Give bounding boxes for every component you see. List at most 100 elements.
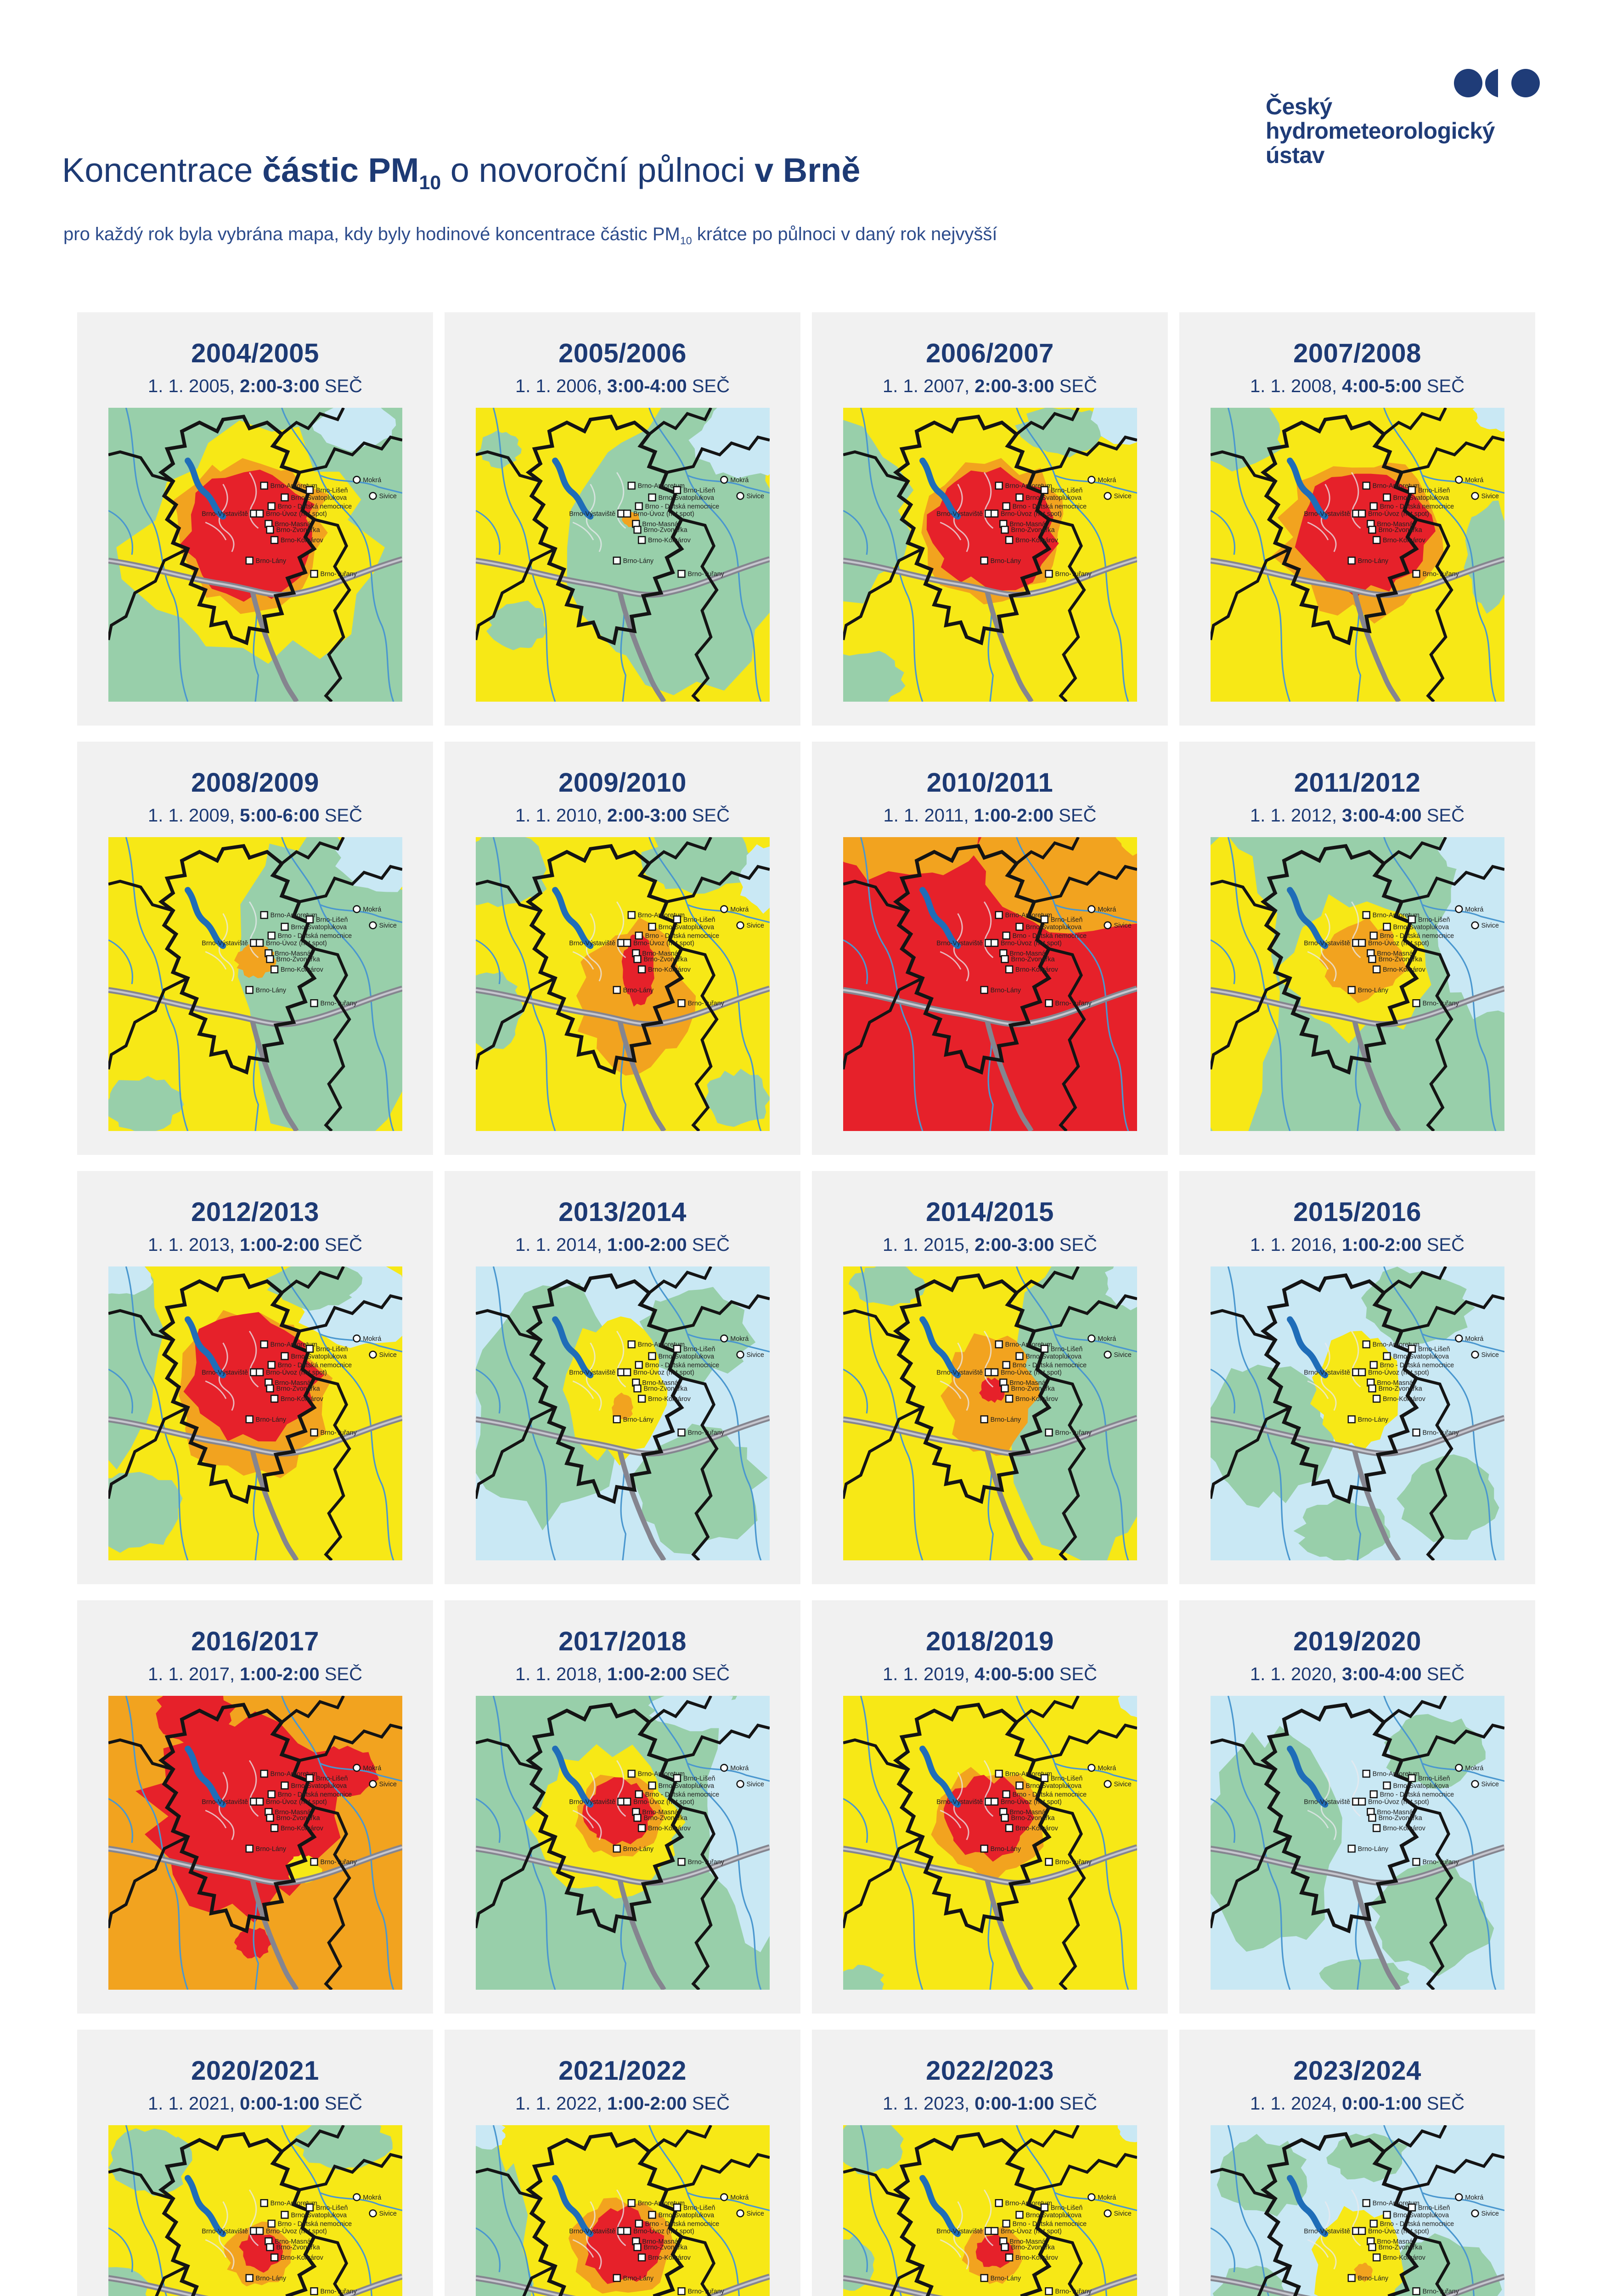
svg-text:Sivice: Sivice: [379, 922, 396, 929]
svg-text:Brno-Masná: Brno-Masná: [275, 950, 310, 957]
svg-text:Brno-Svatoplukova: Brno-Svatoplukova: [1393, 1782, 1449, 1790]
svg-text:Brno-Arboretum: Brno-Arboretum: [1372, 912, 1419, 919]
svg-text:Brno-Svatoplukova: Brno-Svatoplukova: [291, 923, 347, 931]
svg-text:Brno-Komárov: Brno-Komárov: [1015, 1396, 1059, 1403]
svg-text:Sivice: Sivice: [746, 1781, 764, 1788]
year-card: 2007/2008 1. 1. 2008, 4:00-5:00 SEČ Brno-A…: [1179, 312, 1535, 726]
map-frame: Brno-Arboretum Brno-Lišeň Brno-Svatoplukov…: [108, 1696, 402, 1990]
map-frame: Brno-Arboretum Brno-Lišeň Brno-Svatoplukov…: [475, 1266, 770, 1560]
station-markers: Brno-ArboretumBrno-LišeňBrno-Svatoplukov…: [202, 476, 396, 578]
year-card-subtitle: 1. 1. 2018, 1:00-2:00 SEČ: [515, 1664, 730, 1684]
svg-text:Brno-Úvoz (hot spot): Brno-Úvoz (hot spot): [1001, 510, 1062, 518]
station-markers: Brno-ArboretumBrno-LišeňBrno-Svatoplukov…: [1304, 476, 1498, 578]
pm10-map: Brno-ArboretumBrno-LišeňBrno-Svatoplukov…: [843, 2125, 1137, 2296]
year-card: 2020/2021 1. 1. 2021, 0:00-1:00 SEČ Brno-A…: [77, 2030, 433, 2296]
svg-text:Sivice: Sivice: [1114, 2210, 1131, 2217]
map-frame: Brno-Arboretum Brno-Lišeň Brno-Svatoplukov…: [1210, 2125, 1504, 2296]
year-card-subtitle: 1. 1. 2022, 1:00-2:00 SEČ: [515, 2093, 730, 2114]
svg-text:Brno-Lány: Brno-Lány: [255, 1416, 286, 1424]
year-card: 2021/2022 1. 1. 2022, 1:00-2:00 SEČ Brno-A…: [445, 2030, 800, 2296]
svg-text:Brno-Masná: Brno-Masná: [1009, 2238, 1045, 2245]
svg-text:Brno-Výstaviště: Brno-Výstaviště: [569, 2228, 615, 2235]
svg-text:Brno-Výstaviště: Brno-Výstaviště: [1304, 940, 1350, 947]
svg-text:Brno-Svatoplukova: Brno-Svatoplukova: [658, 1782, 714, 1790]
svg-text:Mokrá: Mokrá: [363, 2194, 381, 2201]
pm10-map: Brno-ArboretumBrno-LišeňBrno-Svatoplukov…: [843, 837, 1137, 1131]
year-card: 2005/2006 1. 1. 2006, 3:00-4:00 SEČ Brno-A…: [445, 312, 800, 726]
svg-text:Brno-Výstaviště: Brno-Výstaviště: [1304, 1369, 1350, 1377]
svg-text:Brno-Komárov: Brno-Komárov: [648, 537, 691, 544]
pm10-map: Brno-ArboretumBrno-LišeňBrno-Svatoplukov…: [108, 2125, 402, 2296]
svg-text:Brno-Výstaviště: Brno-Výstaviště: [936, 1799, 983, 1806]
svg-text:Brno-Zvonařka: Brno-Zvonařka: [1378, 2244, 1422, 2251]
logo-line-3: ústav: [1266, 142, 1325, 168]
year-card: 2012/2013 1. 1. 2013, 1:00-2:00 SEČ Brno-A…: [77, 1171, 433, 1584]
year-card-title: 2009/2010: [558, 768, 687, 798]
svg-text:Brno-Zvonařka: Brno-Zvonařka: [1378, 1385, 1422, 1393]
svg-text:Sivice: Sivice: [1114, 922, 1131, 929]
year-card-subtitle: 1. 1. 2011, 1:00-2:00 SEČ: [883, 805, 1097, 826]
year-card-subtitle: 1. 1. 2009, 5:00-6:00 SEČ: [148, 805, 362, 826]
svg-text:Sivice: Sivice: [746, 2210, 764, 2217]
svg-text:Brno-Tuřany: Brno-Tuřany: [1422, 1429, 1459, 1437]
svg-text:Brno-Komárov: Brno-Komárov: [1015, 1825, 1059, 1832]
station-markers: Brno-ArboretumBrno-LišeňBrno-Svatoplukov…: [1304, 1764, 1498, 1866]
svg-text:Brno-Lány: Brno-Lány: [1358, 987, 1388, 994]
map-frame: Brno-Arboretum Brno-Lišeň Brno-Svatoplukov…: [1210, 1266, 1504, 1560]
map-frame: Brno-Arboretum Brno-Lišeň Brno-Svatoplukov…: [1210, 408, 1504, 702]
svg-text:Brno-Masná: Brno-Masná: [1377, 1809, 1413, 1816]
year-card-subtitle: 1. 1. 2007, 2:00-3:00 SEČ: [883, 376, 1097, 396]
svg-text:Sivice: Sivice: [1481, 493, 1498, 500]
svg-text:Brno-Úvoz (hot spot): Brno-Úvoz (hot spot): [266, 2228, 327, 2235]
svg-text:Brno-Tuřany: Brno-Tuřany: [320, 1000, 357, 1007]
svg-text:Brno-Zvonařka: Brno-Zvonařka: [1011, 1385, 1054, 1393]
svg-text:Brno-Lišeň: Brno-Lišeň: [683, 1345, 715, 1353]
svg-text:Brno-Zvonařka: Brno-Zvonařka: [1011, 527, 1054, 534]
station-markers: Brno-ArboretumBrno-LišeňBrno-Svatoplukov…: [936, 905, 1131, 1007]
map-frame: Brno-Arboretum Brno-Lišeň Brno-Svatoplukov…: [843, 408, 1137, 702]
svg-text:Brno-Masná: Brno-Masná: [1377, 521, 1413, 528]
svg-text:Brno-Lány: Brno-Lány: [1358, 2275, 1388, 2282]
svg-text:Brno-Svatoplukova: Brno-Svatoplukova: [291, 2212, 347, 2219]
svg-text:Brno-Lišeň: Brno-Lišeň: [683, 1775, 715, 1782]
year-card: 2018/2019 1. 1. 2019, 4:00-5:00 SEČ Brno-A…: [812, 1600, 1168, 2014]
map-frame: Brno-Arboretum Brno-Lišeň Brno-Svatoplukov…: [843, 1266, 1137, 1560]
svg-text:Brno-Masná: Brno-Masná: [642, 1379, 678, 1387]
svg-text:Brno-Komárov: Brno-Komárov: [1015, 537, 1059, 544]
svg-text:Brno-Výstaviště: Brno-Výstaviště: [936, 940, 983, 947]
svg-text:Sivice: Sivice: [1481, 922, 1498, 929]
svg-text:Mokrá: Mokrá: [730, 906, 749, 913]
pm10-map: Brno-ArboretumBrno-LišeňBrno-Svatoplukov…: [108, 1266, 402, 1560]
pm10-map: Brno-ArboretumBrno-LišeňBrno-Svatoplukov…: [1210, 408, 1504, 702]
svg-text:Brno-Svatoplukova: Brno-Svatoplukova: [1025, 2212, 1082, 2219]
svg-text:Brno-Úvoz (hot spot): Brno-Úvoz (hot spot): [633, 510, 694, 518]
svg-text:Brno-Zvonařka: Brno-Zvonařka: [1378, 956, 1422, 963]
year-card-title: 2005/2006: [558, 338, 687, 368]
year-card: 2022/2023 1. 1. 2023, 0:00-1:00 SEČ Brno-A…: [812, 2030, 1168, 2296]
year-card: 2017/2018 1. 1. 2018, 1:00-2:00 SEČ Brno-A…: [445, 1600, 800, 2014]
svg-text:Brno-Zvonařka: Brno-Zvonařka: [276, 2244, 320, 2251]
svg-text:Brno-Lány: Brno-Lány: [623, 1416, 653, 1424]
svg-text:Mokrá: Mokrá: [1098, 477, 1116, 484]
map-frame: Brno-Arboretum Brno-Lišeň Brno-Svatoplukov…: [843, 837, 1137, 1131]
year-card-subtitle: 1. 1. 2005, 2:00-3:00 SEČ: [148, 376, 362, 396]
svg-text:Brno-Svatoplukova: Brno-Svatoplukova: [658, 494, 714, 501]
svg-text:Mokrá: Mokrá: [1098, 2194, 1116, 2201]
svg-text:Brno-Arboretum: Brno-Arboretum: [270, 483, 317, 490]
station-markers: Brno-ArboretumBrno-LišeňBrno-Svatoplukov…: [1304, 1334, 1498, 1437]
svg-text:Brno-Úvoz (hot spot): Brno-Úvoz (hot spot): [1368, 2228, 1429, 2235]
svg-text:Brno-Svatoplukova: Brno-Svatoplukova: [291, 1782, 347, 1790]
svg-text:Sivice: Sivice: [1481, 1781, 1498, 1788]
year-card: 2013/2014 1. 1. 2014, 1:00-2:00 SEČ Brno-A…: [445, 1171, 800, 1584]
svg-text:Brno-Lány: Brno-Lány: [623, 557, 653, 565]
year-card-subtitle: 1. 1. 2017, 1:00-2:00 SEČ: [148, 1664, 362, 1684]
year-card-title: 2007/2008: [1293, 338, 1421, 368]
map-frame: Brno-Arboretum Brno-Lišeň Brno-Svatoplukov…: [108, 837, 402, 1131]
svg-text:Brno-Masná: Brno-Masná: [642, 2238, 678, 2245]
svg-text:Brno - Dětská nemocnice: Brno - Dětská nemocnice: [645, 503, 719, 511]
svg-text:Brno - Dětská nemocnice: Brno - Dětská nemocnice: [1012, 2221, 1087, 2228]
pm10-map: Brno-ArboretumBrno-LišeňBrno-Svatoplukov…: [108, 1696, 402, 1990]
svg-text:Brno-Arboretum: Brno-Arboretum: [1005, 1771, 1052, 1778]
pm10-map: Brno-ArboretumBrno-LišeňBrno-Svatoplukov…: [843, 408, 1137, 702]
